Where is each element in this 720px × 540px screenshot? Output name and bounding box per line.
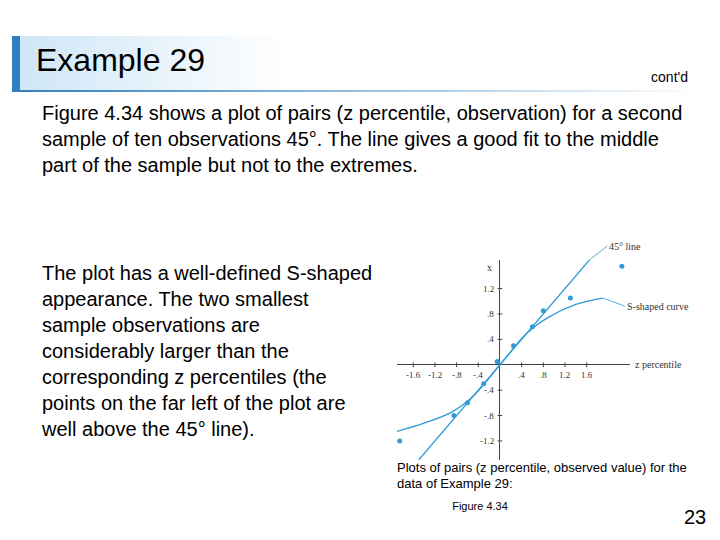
svg-text:.4: .4 (518, 370, 525, 380)
html-text:Figure 4.34: Figure 4.34 (452, 500, 508, 512)
svg-text:x: x (487, 262, 492, 273)
svg-text:45° line: 45° line (609, 241, 641, 252)
svg-text:.8: .8 (487, 309, 494, 319)
html-text:cont'd: cont'd (651, 69, 688, 85)
svg-text:.8: .8 (540, 370, 547, 380)
html-text:Example 29: Example 29 (36, 42, 205, 78)
svg-text:-.4: -.4 (473, 370, 483, 380)
svg-text:-.4: -.4 (484, 385, 494, 395)
svg-text:1.2: 1.2 (483, 284, 494, 294)
html-text:Plots of pairs (z percentile,: Plots of pairs (z percentile, observed v… (397, 460, 687, 491)
svg-text:S-shaped curve: S-shaped curve (627, 301, 689, 312)
html-text:23: 23 (684, 506, 707, 528)
svg-text:1.2: 1.2 (559, 370, 570, 380)
svg-text:-.8: -.8 (484, 411, 494, 421)
svg-text:.4: .4 (487, 334, 494, 344)
svg-text:-1.2: -1.2 (480, 436, 494, 446)
svg-text:z percentile: z percentile (635, 359, 682, 370)
html-text:The plot has a well-defined S-: The plot has a well-defined S-shaped app… (42, 262, 373, 440)
svg-text:-1.6: -1.6 (406, 370, 421, 380)
html-text:Figure 4.34 shows a plot of pa: Figure 4.34 shows a plot of pairs (z per… (42, 102, 683, 176)
svg-text:-1.2: -1.2 (428, 370, 442, 380)
svg-text:1.6: 1.6 (581, 370, 593, 380)
svg-text:-.8: -.8 (452, 370, 462, 380)
